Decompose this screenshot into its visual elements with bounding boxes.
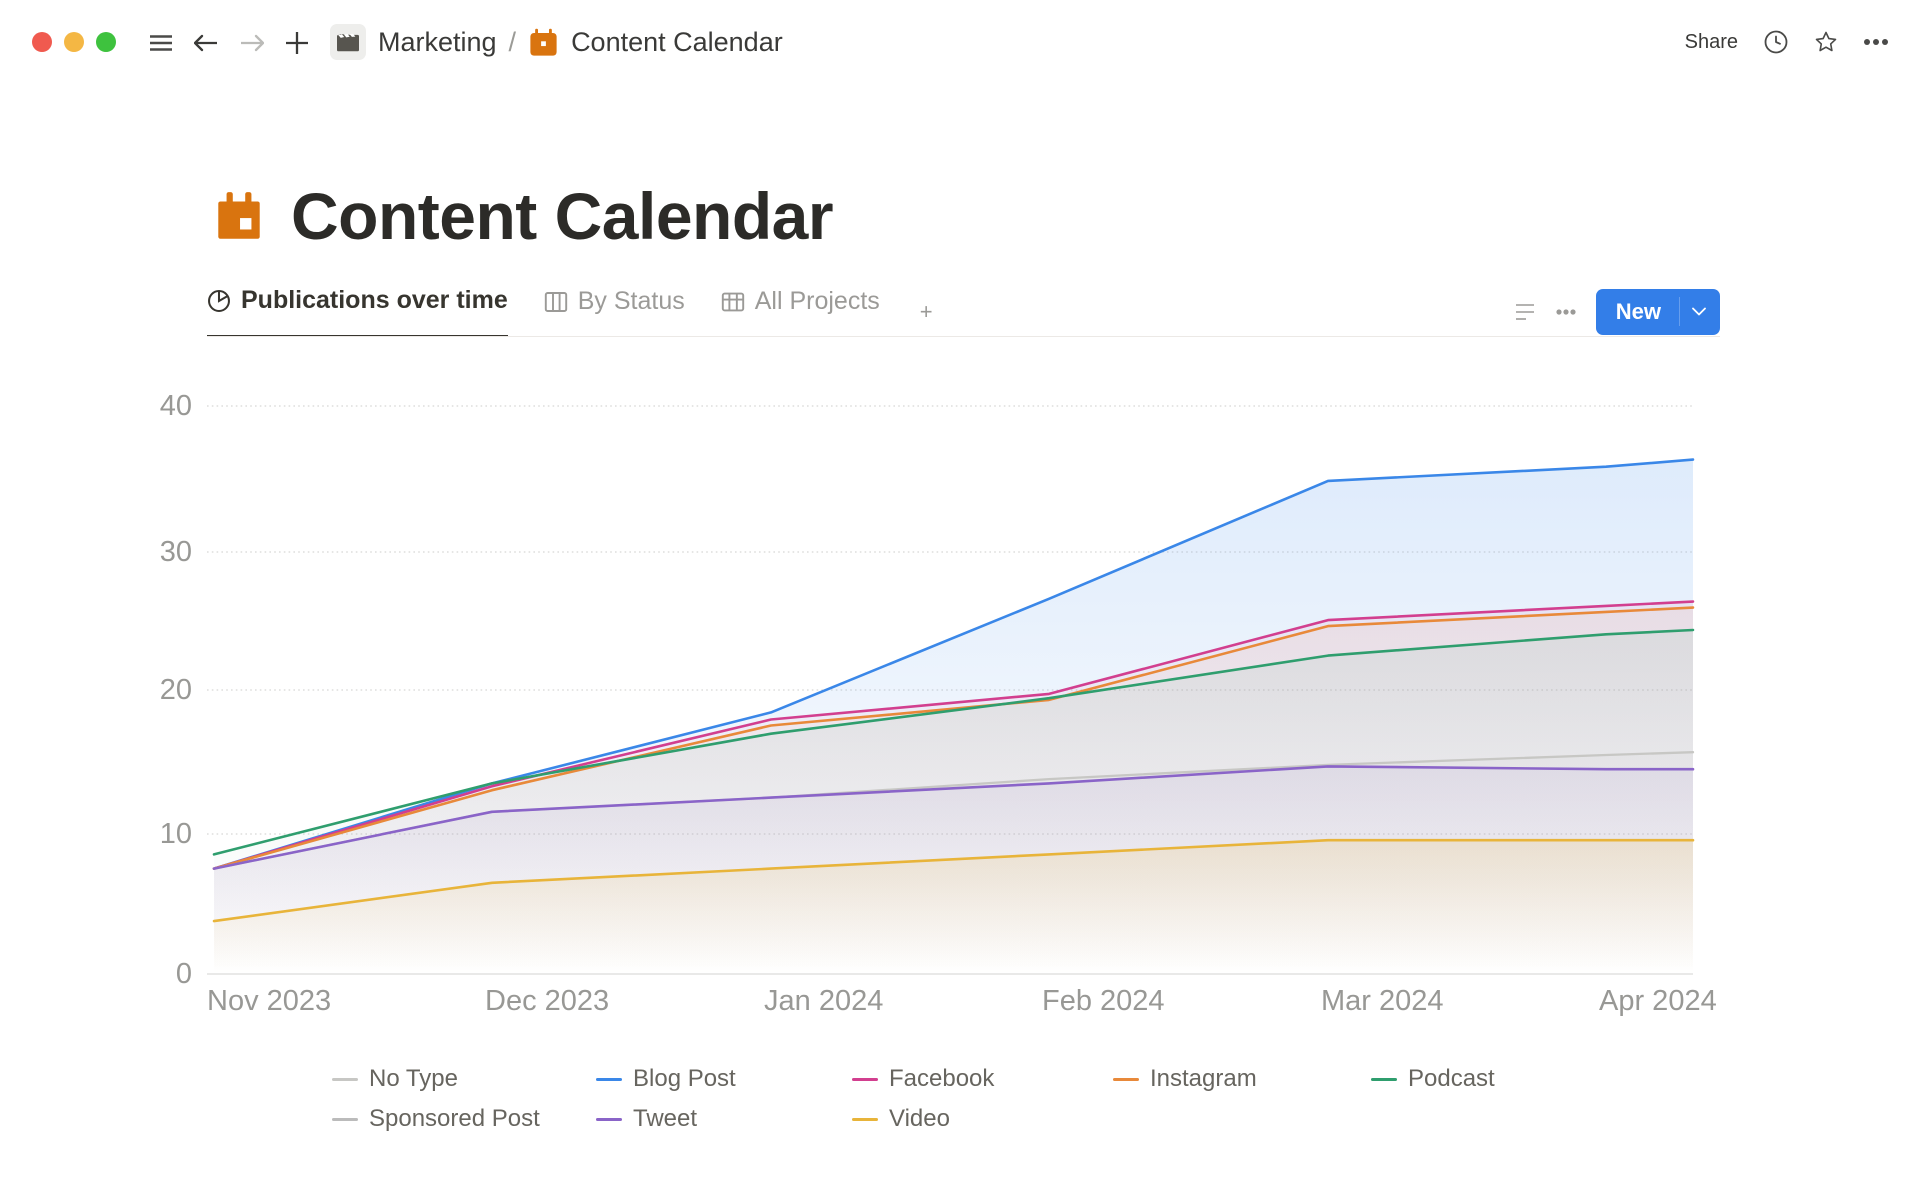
svg-text:0: 0 bbox=[176, 958, 192, 990]
svg-text:30: 30 bbox=[160, 536, 192, 568]
svg-text:Mar 2024: Mar 2024 bbox=[1321, 985, 1444, 1017]
svg-text:10: 10 bbox=[160, 818, 192, 850]
svg-text:Feb 2024: Feb 2024 bbox=[1042, 985, 1165, 1017]
svg-text:Dec 2023: Dec 2023 bbox=[485, 985, 609, 1017]
svg-text:40: 40 bbox=[160, 390, 192, 422]
svg-text:Apr 2024: Apr 2024 bbox=[1599, 985, 1717, 1017]
svg-text:Jan 2024: Jan 2024 bbox=[764, 985, 883, 1017]
svg-text:20: 20 bbox=[160, 674, 192, 706]
svg-text:Nov 2023: Nov 2023 bbox=[207, 985, 331, 1017]
